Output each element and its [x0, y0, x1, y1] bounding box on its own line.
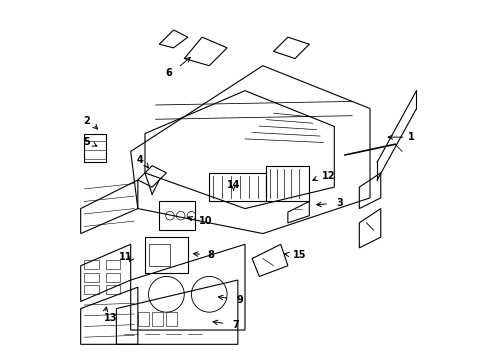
Bar [167, 312, 177, 327]
Text: 9: 9 [236, 295, 243, 305]
Bar [106, 285, 120, 294]
Text: 5: 5 [83, 138, 90, 148]
Bar [145, 237, 188, 273]
Bar [106, 260, 120, 269]
Text: 2: 2 [83, 116, 90, 126]
Text: 6: 6 [165, 68, 172, 78]
Bar [106, 273, 120, 282]
Text: 1: 1 [408, 132, 415, 142]
Bar [138, 312, 148, 327]
Bar [148, 244, 170, 266]
Text: 11: 11 [119, 252, 132, 262]
Text: 14: 14 [227, 180, 240, 190]
Bar [84, 134, 106, 162]
Text: 8: 8 [207, 250, 214, 260]
Bar [84, 273, 98, 282]
Bar [209, 173, 267, 202]
Bar [152, 312, 163, 327]
Text: 4: 4 [136, 156, 143, 165]
Bar [84, 260, 98, 269]
Text: 13: 13 [104, 312, 118, 323]
Text: 12: 12 [322, 171, 335, 181]
Text: 15: 15 [293, 250, 307, 260]
Bar [84, 285, 98, 294]
Text: 3: 3 [336, 198, 343, 208]
Text: 7: 7 [232, 320, 239, 330]
Bar [267, 166, 309, 202]
Bar [159, 202, 195, 230]
Text: 10: 10 [198, 216, 212, 226]
